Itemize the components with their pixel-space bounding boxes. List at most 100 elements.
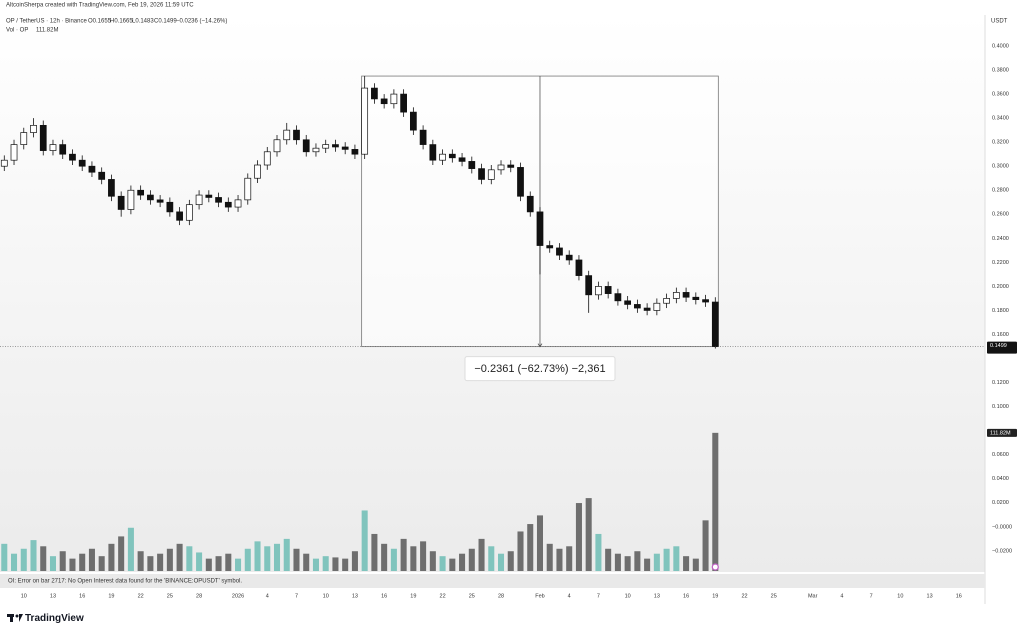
x-tick-label: 13 (352, 593, 358, 599)
candle-body (624, 300, 632, 305)
candle-body (293, 129, 300, 141)
x-tick-label: 7 (295, 593, 298, 599)
candle-body (546, 245, 554, 249)
candle-body (371, 87, 378, 100)
y-tick-label: 0.3200 (992, 140, 1009, 146)
x-tick-label: 25 (167, 593, 173, 599)
volume-bar (273, 543, 281, 571)
candle-body (682, 292, 690, 298)
candle-body (78, 159, 86, 167)
y-tick-label: 0.4000 (992, 43, 1009, 49)
candle-body (156, 199, 164, 203)
volume-bar (147, 556, 154, 571)
ohlc-readout: C0.1499 (154, 19, 177, 25)
volume-bar (59, 551, 66, 571)
x-tick-label: 28 (498, 593, 504, 599)
y-tick-label: 0.3600 (992, 92, 1009, 98)
x-tick-label: 7 (597, 593, 600, 599)
volume-bar (196, 552, 203, 571)
volume-bar (449, 558, 456, 571)
currency: USDT (991, 19, 1008, 25)
volume-bar (536, 515, 544, 571)
y-tick-label: 0.2400 (992, 236, 1009, 242)
y-tick-label: 0.1200 (992, 380, 1009, 386)
candle-body (487, 169, 495, 180)
candle-body (254, 164, 261, 179)
volume-bar (303, 553, 310, 571)
volume-bar (293, 548, 300, 571)
x-tick-label: 16 (79, 593, 85, 599)
candle-body (409, 111, 417, 131)
volume-bar (400, 538, 407, 571)
y-tick-label: −0.0000 (992, 524, 1012, 530)
measure-label: −0.2361 (−62.73%) −2,361 (474, 363, 605, 375)
x-tick-label: 13 (50, 593, 56, 599)
volume-bar (624, 556, 631, 571)
candle-body (439, 153, 446, 161)
x-tick-label: 13 (654, 593, 660, 599)
volume-bar (585, 498, 592, 571)
measure-arrowhead (537, 343, 543, 348)
volume-bar (361, 510, 368, 571)
x-tick-label: 16 (956, 593, 962, 599)
candle-body (224, 201, 232, 208)
volume-bar (205, 558, 212, 571)
candle-body (575, 259, 583, 276)
oi-error-strip (0, 574, 985, 588)
candle-body (497, 164, 505, 171)
x-tick-label: 19 (410, 593, 416, 599)
volume-bar (351, 551, 358, 571)
volume-tag-label: 111.82M (990, 430, 1011, 436)
volume-bar (653, 553, 660, 571)
volume-bar (225, 553, 232, 571)
volume-bar (527, 524, 534, 571)
candle-body (643, 307, 651, 311)
volume-bar (11, 553, 18, 571)
x-tick-label: 25 (469, 593, 475, 599)
x-tick-label: 22 (138, 593, 144, 599)
candle-body (663, 298, 670, 304)
volume-bar (439, 556, 446, 571)
candle-body (59, 144, 67, 155)
volume-bar (127, 527, 134, 571)
candle-body (205, 194, 213, 198)
volume-bar (429, 551, 436, 571)
volume-bar (556, 548, 563, 571)
y-tick-label: 0.1800 (992, 308, 1009, 314)
volume-bar (605, 548, 612, 571)
y-tick-label: −0.0200 (992, 548, 1012, 554)
volume-bar (468, 548, 475, 571)
volume-bar (186, 546, 193, 571)
candle-body (634, 304, 641, 309)
y-tick-label: 0.3400 (992, 116, 1009, 122)
volume-bar (683, 556, 690, 571)
y-tick-label: 0.1000 (992, 404, 1009, 410)
volume-bar (332, 557, 339, 571)
candle-body (117, 195, 125, 210)
volume-title: Vol · OP (6, 28, 28, 34)
volume-bar (663, 548, 670, 571)
volume-bar (20, 548, 27, 571)
volume-bar (312, 558, 319, 571)
ohlc-readout: H0.1665 (110, 19, 133, 25)
volume-bar (235, 558, 242, 571)
volume-bar (390, 548, 397, 571)
volume-bar (381, 543, 388, 571)
x-tick-label: 25 (771, 593, 777, 599)
candle-body (380, 98, 388, 105)
candle-body (595, 286, 602, 296)
candle-body (322, 144, 330, 149)
x-tick-label: 10 (897, 593, 903, 599)
volume-tag (987, 428, 1017, 437)
volume-readout: 111.82M (36, 28, 58, 34)
x-tick-label: 4 (840, 593, 843, 599)
x-tick-label: 10 (21, 593, 27, 599)
volume-bar (40, 546, 47, 571)
volume-bar (283, 538, 290, 571)
volume-bar (712, 432, 719, 571)
volume-bar (459, 553, 466, 571)
candle-body (526, 195, 534, 213)
volume-bar (342, 558, 349, 571)
x-tick-label: 10 (323, 593, 329, 599)
volume-bar (614, 553, 621, 571)
